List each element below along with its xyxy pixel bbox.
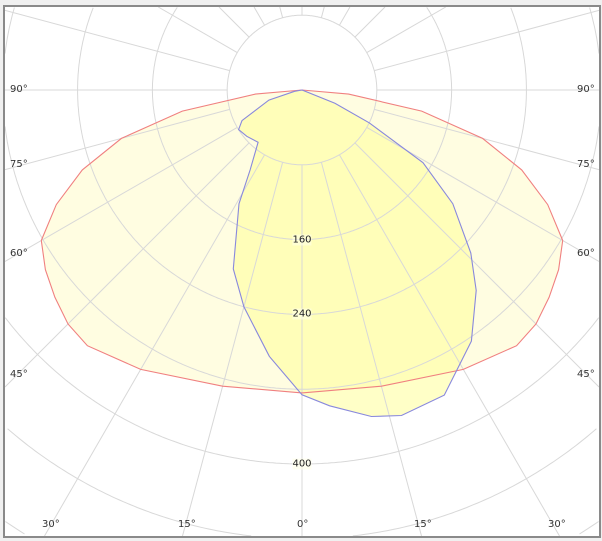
angle-label-left-60: 60° <box>10 248 28 259</box>
grid-radial-195 <box>279 7 284 18</box>
angle-label-left-90: 90° <box>10 84 28 95</box>
grid-radial-330 <box>44 154 266 536</box>
grid-radial-135 <box>354 7 386 38</box>
angle-label-bottom-15-left: 15° <box>178 519 196 530</box>
grid-ring-480-1 <box>7 428 252 536</box>
grid-radial-315 <box>5 142 250 388</box>
angle-label-right-60: 60° <box>577 248 595 259</box>
grid-radial-75 <box>374 108 599 171</box>
radial-label-240: 240 <box>292 308 312 320</box>
grid-radial-255 <box>5 9 230 72</box>
grid-radial-225 <box>218 7 250 38</box>
grid-radial-150 <box>338 7 351 26</box>
series-1-fill <box>233 90 477 417</box>
grid-radial-45 <box>354 142 599 388</box>
angle-label-left-75: 75° <box>10 159 28 170</box>
grid-ring-560-0 <box>579 521 599 535</box>
angle-label-bottom-0: 0° <box>297 519 309 530</box>
radial-label-400: 400 <box>292 458 312 470</box>
grid-radial-30 <box>338 154 560 536</box>
grid-radial-15 <box>320 162 422 536</box>
grid-radial-240 <box>157 7 238 54</box>
angle-label-right-90: 90° <box>577 84 595 95</box>
grid-radial-345 <box>182 162 284 536</box>
grid-ring-320-1 <box>5 7 15 54</box>
angle-label-bottom-30-left: 30° <box>42 519 60 530</box>
grid-radial-300 <box>5 126 238 262</box>
angle-label-right-45: 45° <box>577 369 595 380</box>
grid-ring-480-0 <box>352 428 597 536</box>
grid-radial-105 <box>374 9 599 72</box>
angle-label-left-45: 45° <box>10 369 28 380</box>
angle-label-bottom-15-right: 15° <box>414 519 432 530</box>
grid-ring-320-0 <box>589 7 599 54</box>
grid-radial-285 <box>5 108 230 171</box>
series-0-line <box>40 89 564 394</box>
polar-chart: 90° 75° 60° 45° 90° 75° 60° 45° 30° 15° … <box>3 5 601 538</box>
radial-label-160: 160 <box>292 234 312 246</box>
polar-plot <box>5 7 599 536</box>
grid-radial-165 <box>320 7 325 18</box>
grid-radial-210 <box>253 7 266 26</box>
grid-radial-120 <box>366 7 447 54</box>
angle-label-bottom-30-right: 30° <box>548 519 566 530</box>
series-1-line <box>232 89 477 418</box>
grid-ring-560-1 <box>5 521 25 535</box>
angle-label-right-75: 75° <box>577 159 595 170</box>
